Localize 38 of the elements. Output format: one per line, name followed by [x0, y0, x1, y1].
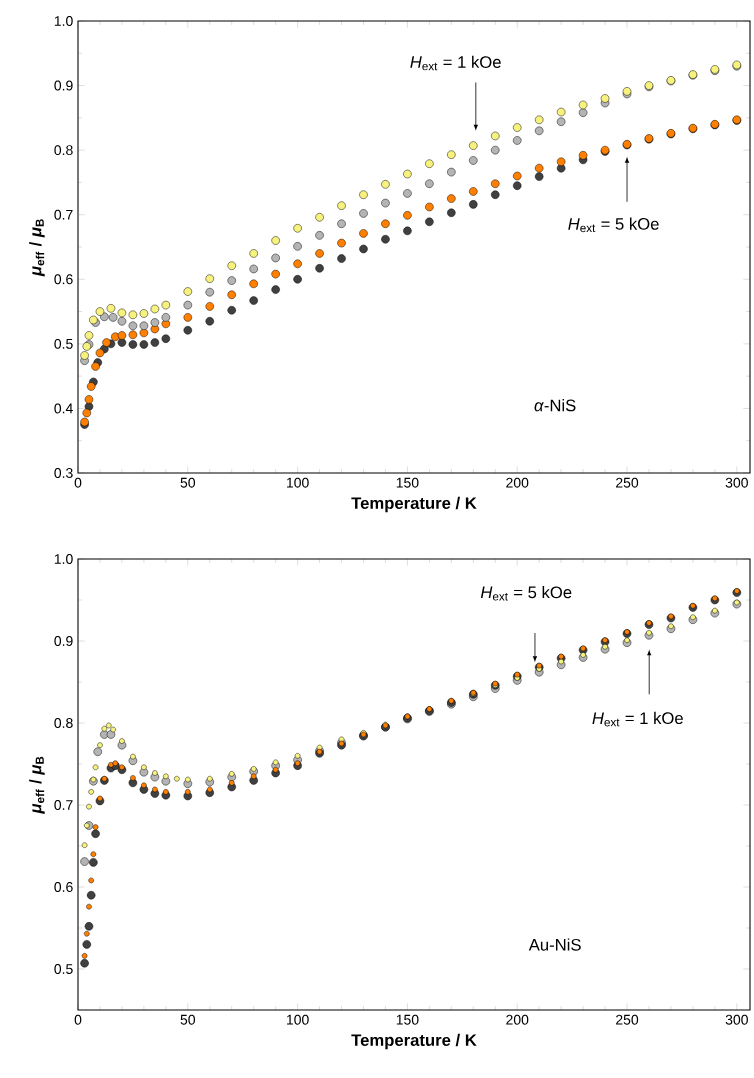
- annotation: Au-NiS: [528, 938, 581, 951]
- y-tick-label: 0.6: [54, 274, 73, 285]
- x-tick-label: 200: [506, 477, 529, 488]
- x-tick-label: 100: [287, 477, 309, 488]
- y-tick-label: 0.7: [54, 209, 73, 220]
- y-tick-label: 0.9: [54, 80, 73, 91]
- x-axis-title: Temperature / K: [351, 496, 477, 513]
- y-axis-title: μ$_{eff}$ / μ$_{B}$: [29, 756, 45, 814]
- x-tick-label: 200: [506, 1014, 529, 1025]
- x-tick-label: 300: [725, 1014, 748, 1025]
- annotation: H$_{ext}$ = 5 kOe: [568, 217, 659, 233]
- y-axis-title: μ$_{eff}$ / μ$_{B}$: [29, 219, 45, 277]
- y-tick-label: 0.5: [54, 964, 73, 974]
- x-axis-title: Temperature / K: [351, 1033, 477, 1050]
- annotation: H$_{ext}$ = 1 kOe: [410, 55, 501, 71]
- x-tick-label: 300: [725, 477, 748, 488]
- y-tick-label: 1.0: [54, 554, 73, 564]
- x-tick-label: 250: [616, 1014, 639, 1025]
- y-tick-label: 0.8: [54, 718, 73, 728]
- annotation: H$_{ext}$ = 5 kOe: [480, 585, 572, 601]
- x-tick-label: 150: [396, 477, 419, 488]
- y-tick-label: 0.4: [54, 403, 73, 414]
- y-tick-label: 0.9: [54, 636, 73, 646]
- y-tick-label: 0.7: [54, 800, 73, 810]
- x-tick-label: 50: [180, 477, 196, 488]
- x-tick-label: 0: [74, 477, 82, 488]
- x-tick-label: 0: [74, 1014, 82, 1025]
- x-tick-label: 100: [287, 1014, 309, 1025]
- x-tick-label: 150: [396, 1014, 419, 1025]
- x-tick-label: 250: [616, 477, 639, 488]
- y-tick-label: 0.6: [54, 882, 73, 892]
- y-tick-label: 1.0: [54, 16, 73, 26]
- x-tick-label: 50: [180, 1014, 196, 1025]
- y-tick-label: 0.5: [54, 338, 73, 349]
- y-tick-label: 0.3: [54, 468, 73, 478]
- y-tick-label: 0.8: [54, 145, 73, 156]
- annotation: H$_{ext}$ = 1 kOe: [592, 711, 683, 727]
- annotation: α-NiS: [534, 399, 576, 412]
